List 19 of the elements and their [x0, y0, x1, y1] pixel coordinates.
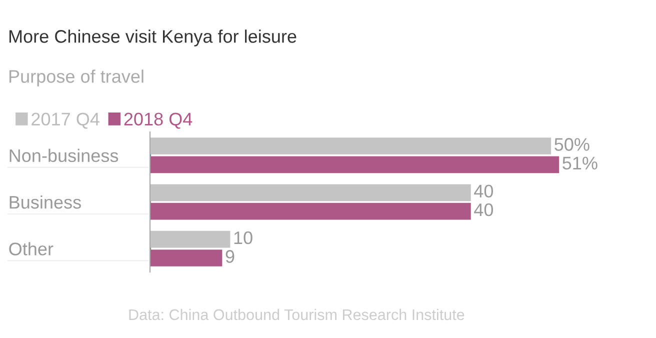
y-tick-label: Business — [10, 195, 81, 209]
bar — [150, 230, 230, 248]
legend-title: Purpose of travel — [9, 70, 144, 86]
bar — [150, 250, 222, 266]
bar — [150, 138, 552, 154]
data-label: 50% — [554, 138, 590, 151]
data-label: 9 — [226, 250, 234, 263]
bar — [150, 184, 471, 202]
data-label: 51% — [562, 156, 598, 170]
chart-title: More Chinese visit Kenya for leisure — [9, 30, 296, 46]
y-tick-label: Other — [9, 242, 54, 256]
data-label: 40 — [474, 203, 494, 216]
bar — [150, 202, 471, 220]
bar — [150, 156, 560, 174]
data-label: 10 — [234, 231, 252, 244]
y-tick-label: Non-business — [10, 148, 118, 162]
legend-label: 2018 Q4 — [124, 112, 192, 129]
legend-label: 2017 Q4 — [32, 112, 100, 129]
data-label: 40 — [474, 184, 494, 198]
